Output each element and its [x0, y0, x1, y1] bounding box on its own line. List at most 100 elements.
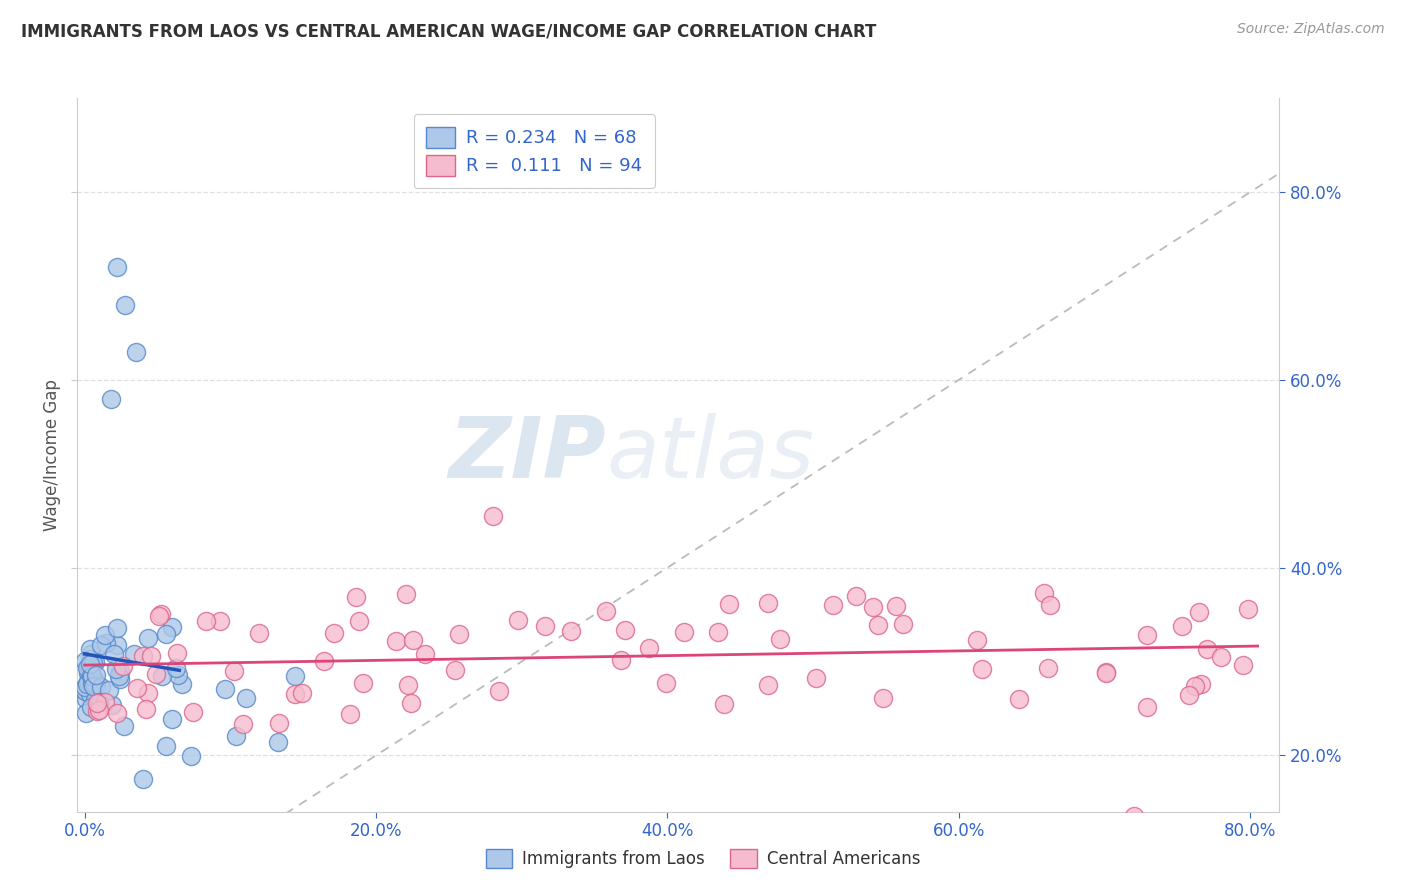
Point — [891, 616, 914, 631]
Point — [79, 642, 101, 657]
Point — [444, 664, 467, 678]
Point — [845, 590, 868, 604]
Point — [1211, 649, 1233, 664]
Point — [105, 638, 128, 652]
Point — [756, 678, 779, 692]
Point — [105, 662, 128, 676]
Point — [125, 681, 148, 695]
Point — [339, 707, 361, 722]
Point — [83, 681, 105, 696]
Point — [349, 614, 371, 628]
Point — [131, 649, 153, 664]
Point — [769, 632, 792, 646]
Point — [506, 613, 529, 627]
Point — [395, 587, 418, 601]
Point — [595, 604, 617, 618]
Point — [1178, 688, 1201, 702]
Point — [76, 665, 98, 680]
Point — [1184, 679, 1206, 693]
Point — [84, 677, 107, 691]
Point — [344, 590, 367, 604]
Point — [194, 614, 217, 628]
Point — [533, 618, 555, 632]
Point — [284, 668, 307, 682]
Point — [449, 627, 471, 641]
Point — [232, 717, 254, 731]
Point — [80, 676, 103, 690]
Point — [145, 667, 167, 681]
Point — [166, 668, 188, 682]
Point — [84, 681, 107, 695]
Point — [488, 683, 510, 698]
Point — [75, 680, 97, 694]
Point — [673, 625, 696, 640]
Point — [138, 632, 160, 646]
Point — [247, 626, 270, 640]
Point — [707, 625, 730, 640]
Point — [1094, 665, 1116, 679]
Legend: R = 0.234   N = 68, R =  0.111   N = 94: R = 0.234 N = 68, R = 0.111 N = 94 — [413, 114, 655, 188]
Point — [75, 706, 97, 720]
Point — [90, 681, 112, 695]
Point — [884, 599, 907, 614]
Point — [124, 344, 146, 359]
Point — [1008, 692, 1031, 706]
Point — [83, 672, 105, 686]
Point — [396, 678, 419, 692]
Point — [86, 696, 108, 710]
Point — [82, 656, 104, 670]
Point — [90, 638, 112, 652]
Point — [100, 392, 122, 406]
Point — [312, 654, 335, 668]
Point — [82, 674, 104, 689]
Point — [108, 669, 131, 683]
Point — [872, 691, 894, 706]
Point — [868, 617, 890, 632]
Point — [181, 706, 204, 720]
Point — [399, 696, 422, 710]
Point — [94, 627, 117, 641]
Point — [139, 649, 162, 664]
Point — [214, 681, 236, 696]
Point — [79, 657, 101, 672]
Point — [413, 647, 436, 661]
Point — [84, 656, 107, 670]
Point — [84, 693, 107, 707]
Point — [135, 701, 157, 715]
Point — [148, 609, 170, 624]
Point — [1136, 627, 1159, 641]
Point — [165, 660, 187, 674]
Point — [122, 647, 145, 661]
Point — [86, 704, 108, 718]
Legend: Immigrants from Laos, Central Americans: Immigrants from Laos, Central Americans — [479, 842, 927, 875]
Point — [105, 260, 128, 274]
Point — [756, 595, 779, 609]
Point — [1136, 699, 1159, 714]
Point — [267, 716, 290, 731]
Point — [823, 598, 845, 612]
Point — [76, 677, 98, 691]
Point — [1232, 658, 1254, 673]
Point — [94, 636, 117, 650]
Point — [222, 665, 245, 679]
Point — [323, 626, 346, 640]
Point — [108, 672, 131, 686]
Text: IMMIGRANTS FROM LAOS VS CENTRAL AMERICAN WAGE/INCOME GAP CORRELATION CHART: IMMIGRANTS FROM LAOS VS CENTRAL AMERICAN… — [21, 22, 876, 40]
Point — [806, 672, 828, 686]
Point — [208, 615, 231, 629]
Point — [713, 698, 735, 712]
Point — [108, 665, 131, 680]
Point — [73, 654, 96, 668]
Point — [114, 719, 136, 733]
Point — [84, 676, 107, 690]
Point — [180, 749, 202, 764]
Point — [1094, 666, 1116, 681]
Point — [966, 633, 988, 648]
Point — [1188, 605, 1211, 619]
Point — [1122, 809, 1144, 823]
Point — [481, 508, 503, 523]
Point — [283, 687, 305, 701]
Point — [76, 661, 98, 675]
Point — [75, 691, 97, 706]
Point — [384, 634, 406, 648]
